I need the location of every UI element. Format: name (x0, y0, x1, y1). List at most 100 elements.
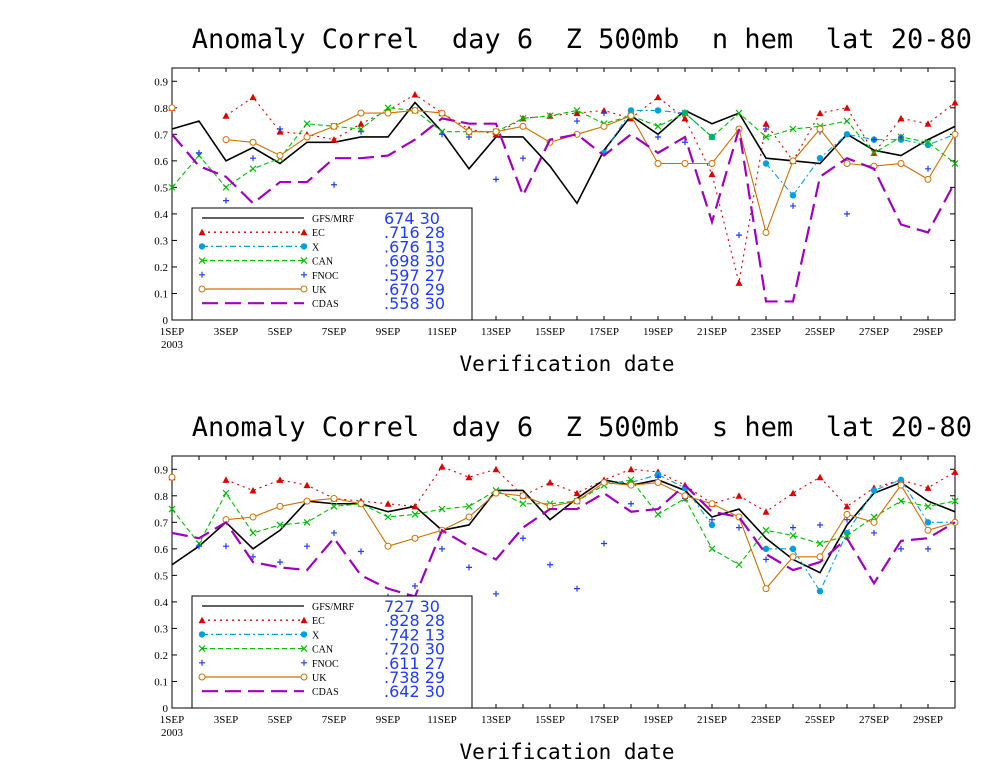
series-gfs-mrf (171, 101, 956, 205)
legend-marker (198, 257, 206, 265)
x-tick-label: 9SEP (376, 714, 400, 726)
data-point (924, 519, 932, 526)
series-line (171, 479, 956, 574)
legend-marker (300, 645, 308, 653)
data-point (924, 175, 932, 183)
data-point (574, 585, 580, 592)
data-point (816, 588, 824, 595)
data-point (654, 510, 662, 518)
data-point (951, 130, 959, 138)
x-year-label: 2003 (161, 339, 184, 351)
legend-series-name: X (312, 242, 320, 253)
data-point (601, 540, 607, 547)
data-point (439, 131, 445, 138)
y-tick-label: 0.7 (154, 129, 168, 141)
data-point (438, 463, 446, 470)
legend-series-stats: .742 13 (384, 625, 445, 644)
data-point (870, 149, 878, 157)
y-tick-label: 0 (163, 315, 169, 327)
series-line (604, 473, 713, 526)
data-point (789, 489, 797, 497)
data-point (331, 529, 337, 536)
data-point (600, 479, 608, 487)
y-tick-label: 0.9 (154, 76, 168, 88)
data-point (358, 548, 364, 555)
data-point (951, 98, 959, 106)
x-tick-label: 9SEP (376, 326, 400, 338)
x-tick-label: 29SEP (913, 714, 943, 726)
data-point (762, 545, 770, 553)
data-point (384, 104, 392, 112)
data-point (357, 109, 365, 117)
legend-box (191, 207, 473, 321)
x-tick-label: 25SEP (805, 714, 835, 726)
data-point (897, 481, 905, 489)
legend-series-name: X (312, 630, 320, 641)
series-line (171, 107, 956, 189)
x-axis-label-top: Verification date (459, 352, 675, 376)
data-point (627, 465, 635, 473)
data-point (924, 484, 932, 491)
data-point (654, 107, 662, 114)
x-tick-label: 7SEP (322, 326, 346, 338)
data-point (439, 545, 445, 552)
series-can (168, 476, 959, 569)
data-point (654, 479, 662, 487)
data-point (222, 489, 230, 497)
data-point (762, 585, 770, 593)
x-tick-label: 25SEP (805, 326, 835, 338)
legend-marker (199, 271, 205, 278)
series-uk (168, 473, 959, 593)
data-point (250, 553, 256, 560)
series-cdas (171, 117, 956, 303)
y-tick-label: 0.9 (154, 464, 168, 476)
legend-series-name: CDAS (312, 299, 339, 310)
data-point (411, 510, 419, 518)
data-point (493, 590, 499, 597)
data-point (897, 114, 905, 122)
x-tick-label: 3SEP (214, 326, 238, 338)
data-point (304, 543, 310, 550)
legend-marker (198, 645, 206, 653)
data-point (249, 165, 257, 173)
data-point (708, 170, 716, 178)
data-point (303, 133, 311, 141)
data-point (681, 492, 689, 500)
y-tick-label: 0.1 (154, 288, 168, 300)
data-point (600, 122, 608, 130)
data-point (492, 465, 500, 473)
legend-series-name: EC (312, 616, 325, 627)
data-point (924, 138, 932, 146)
data-point (924, 502, 932, 510)
data-point (330, 136, 338, 143)
data-point (762, 526, 770, 534)
series-line (603, 109, 713, 154)
data-point (331, 181, 337, 188)
data-point (816, 473, 824, 481)
data-point (196, 543, 202, 550)
legend-marker (198, 285, 206, 293)
data-point (708, 545, 716, 553)
data-point (223, 543, 229, 550)
x-tick-label: 1SEP (160, 326, 184, 338)
x-axis-label-bottom: Verification date (459, 740, 675, 764)
data-point (709, 516, 715, 523)
x-tick-label: 27SEP (859, 714, 889, 726)
data-point (303, 518, 311, 526)
series-ec (168, 463, 959, 515)
data-point (843, 510, 851, 518)
legend-series-stats: .828 28 (384, 611, 445, 630)
data-point (465, 513, 473, 521)
data-point (249, 486, 257, 494)
data-point (735, 492, 743, 499)
data-point (520, 155, 526, 162)
data-point (520, 535, 526, 542)
legend-series-name: EC (312, 228, 325, 239)
y-tick-label: 0.2 (154, 650, 168, 662)
data-point (789, 532, 797, 540)
data-point (735, 561, 743, 569)
series-gfs-mrf (171, 479, 956, 574)
data-point (222, 136, 230, 144)
data-point (789, 192, 797, 199)
data-point (627, 481, 635, 489)
